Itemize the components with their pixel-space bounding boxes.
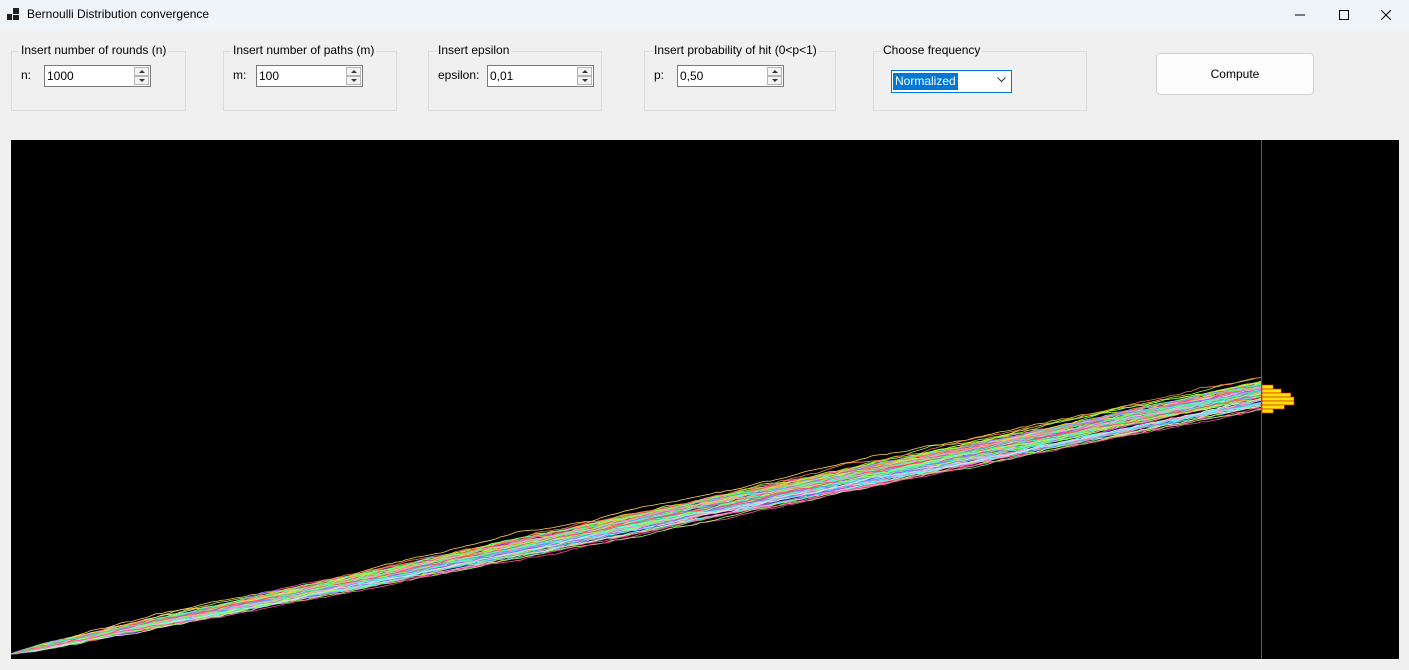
path-line xyxy=(11,403,1262,655)
paths-chart xyxy=(11,140,1295,659)
histogram-bar xyxy=(1261,388,1282,394)
epsilon-spinner[interactable] xyxy=(487,65,594,87)
probability-input[interactable] xyxy=(678,66,766,86)
histogram-bar xyxy=(1261,408,1274,414)
paths-increment-button[interactable] xyxy=(346,67,361,76)
histogram-bar xyxy=(1261,392,1292,398)
paths-decrement-button[interactable] xyxy=(346,76,361,85)
frequency-dropdown[interactable]: Normalized xyxy=(891,70,1012,93)
path-line xyxy=(11,384,1262,655)
probability-decrement-button[interactable] xyxy=(767,76,782,85)
chevron-down-icon xyxy=(997,77,1006,83)
histogram-bar xyxy=(1261,384,1274,390)
paths-input[interactable] xyxy=(257,66,345,86)
rounds-group: Insert number of rounds (n) n: xyxy=(11,43,186,111)
epsilon-increment-button[interactable] xyxy=(577,67,592,76)
rounds-decrement-button[interactable] xyxy=(134,76,149,85)
paths-group-title: Insert number of paths (m) xyxy=(231,43,377,57)
rounds-label: n: xyxy=(21,68,32,82)
path-line xyxy=(11,385,1262,655)
close-button[interactable] xyxy=(1363,0,1409,30)
probability-group: Insert probability of hit (0<p<1) p: xyxy=(644,43,836,111)
epsilon-group: Insert epsilon epsilon: xyxy=(428,43,602,111)
minimize-icon xyxy=(1295,14,1305,16)
histogram-bar xyxy=(1261,400,1295,406)
rounds-increment-button[interactable] xyxy=(134,67,149,76)
epsilon-group-title: Insert epsilon xyxy=(436,43,512,57)
title-bar: Bernoulli Distribution convergence xyxy=(0,0,1409,30)
rounds-input[interactable] xyxy=(45,66,133,86)
maximize-button[interactable] xyxy=(1321,0,1367,30)
path-line xyxy=(11,401,1262,655)
path-line xyxy=(11,389,1262,655)
convergence-plot xyxy=(11,140,1399,659)
probability-label: p: xyxy=(654,68,665,82)
epsilon-label: epsilon: xyxy=(438,68,480,82)
close-icon xyxy=(1381,10,1391,20)
probability-group-title: Insert probability of hit (0<p<1) xyxy=(652,43,819,57)
app-window-icon xyxy=(7,8,19,20)
minimize-button[interactable] xyxy=(1277,0,1323,30)
histogram-bar xyxy=(1261,396,1295,402)
path-line xyxy=(11,391,1262,655)
path-line xyxy=(11,382,1262,655)
paths-group: Insert number of paths (m) m: xyxy=(223,43,397,111)
paths-layer xyxy=(11,377,1262,655)
paths-label: m: xyxy=(233,68,247,82)
compute-button[interactable]: Compute xyxy=(1156,53,1314,95)
maximize-icon xyxy=(1339,10,1349,20)
path-line xyxy=(11,393,1262,655)
path-line xyxy=(11,387,1262,655)
path-line xyxy=(11,408,1262,655)
path-line xyxy=(11,380,1262,655)
frequency-group: Choose frequency xyxy=(873,43,1087,111)
frequency-selected-value: Normalized xyxy=(893,73,958,90)
paths-spinner[interactable] xyxy=(256,65,363,87)
histogram-layer xyxy=(1261,384,1295,414)
rounds-spinner[interactable] xyxy=(44,65,151,87)
path-line xyxy=(11,396,1262,655)
frequency-group-title: Choose frequency xyxy=(881,43,983,57)
epsilon-input[interactable] xyxy=(488,66,576,86)
rounds-group-title: Insert number of rounds (n) xyxy=(19,43,169,57)
path-line xyxy=(11,384,1262,655)
probability-spinner[interactable] xyxy=(677,65,784,87)
epsilon-decrement-button[interactable] xyxy=(577,76,592,85)
probability-increment-button[interactable] xyxy=(767,67,782,76)
window-title: Bernoulli Distribution convergence xyxy=(27,7,210,21)
path-line xyxy=(11,384,1262,655)
histogram-bar xyxy=(1261,404,1285,410)
